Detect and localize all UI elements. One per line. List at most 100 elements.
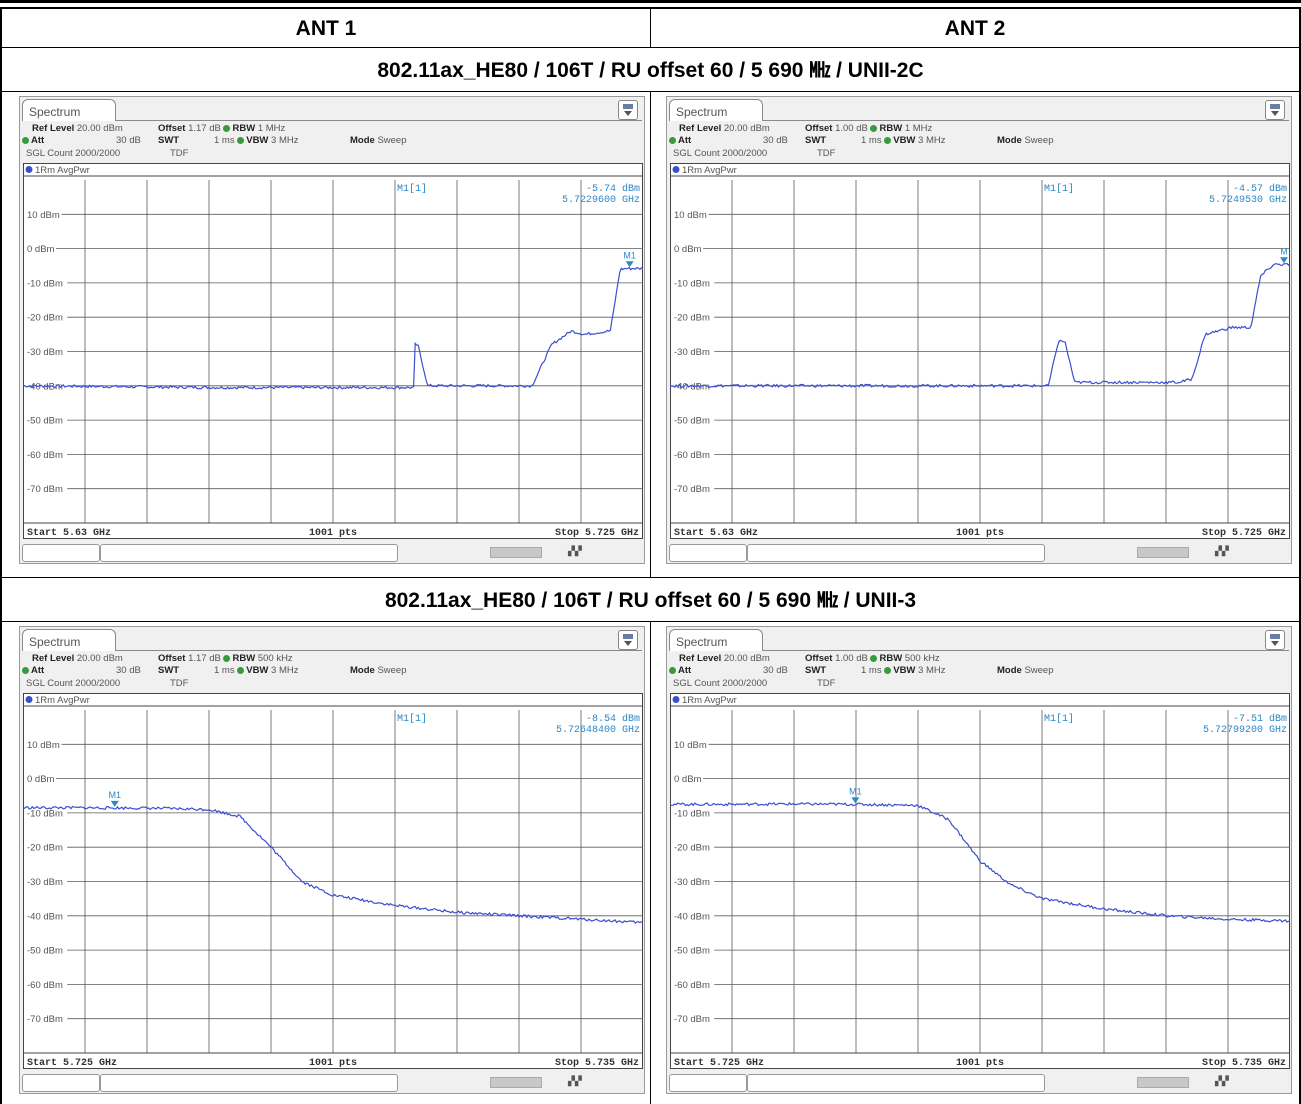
vbw-indicator-icon <box>884 666 892 674</box>
marker-readout-level: -5.74 dBm <box>586 183 640 195</box>
sgl-count: SGL Count 2000/2000 <box>26 148 121 159</box>
table-col-divider <box>650 621 651 1104</box>
table-row-divider <box>0 577 1301 578</box>
mode-label: Mode <box>350 135 375 146</box>
y-tick-label: 0 dBm <box>27 244 55 255</box>
offset-value: 1.17 dB <box>188 123 221 134</box>
rbw-value: 500 kHz <box>904 653 940 664</box>
att-label: Att <box>31 135 45 146</box>
progress-indicator <box>1137 1077 1189 1088</box>
spectrum-diagram: 10 dBm 0 dBm -10 dBm -20 dBm -30 dBm -40 dBm -… <box>670 693 1290 1069</box>
progress-indicator <box>490 1077 542 1088</box>
marker-label: M <box>1280 246 1288 256</box>
row-caption-unii-3: 802.11ax_HE80 / 106T / RU offset 60 / 5 … <box>384 589 917 612</box>
row-caption-unii-2c: 802.11ax_HE80 / 106T / RU offset 60 / 5 … <box>377 59 924 82</box>
instrument-status-icon: ▞▞ <box>1215 1076 1229 1086</box>
status-field <box>669 1074 747 1092</box>
y-tick-label: -30 dBm <box>27 877 63 888</box>
tab-underline <box>116 120 642 121</box>
ref-level-label: Ref Level <box>32 653 75 664</box>
sgl-count: SGL Count 2000/2000 <box>673 148 768 159</box>
trace-line <box>23 805 643 925</box>
dropdown-menu-icon[interactable] <box>1265 630 1285 650</box>
ref-level-label: Ref Level <box>32 123 75 134</box>
spectrum-panel: Spectrum Ref Level 20.00 dBm Offset 1.17… <box>19 626 645 1094</box>
dropdown-menu-icon[interactable] <box>1265 100 1285 120</box>
y-tick-label: -40 dBm <box>674 911 710 922</box>
marker-readout-frequency: 5.72799200 GHz <box>1203 725 1287 736</box>
att-indicator-icon <box>22 136 29 144</box>
vbw-value: 3 MHz <box>271 665 299 676</box>
spectrum-plot: 10 dBm 0 dBm -10 dBm -20 dBm -30 dBm -40 dBm -… <box>23 693 643 1069</box>
spectrum-tab[interactable]: Spectrum <box>22 99 116 121</box>
y-tick-label: -60 dBm <box>27 450 63 461</box>
y-tick-label: 0 dBm <box>674 244 702 255</box>
top-edge-fragment <box>0 0 1301 3</box>
mode-value: Sweep <box>377 665 407 676</box>
spectrum-tab[interactable]: Spectrum <box>669 629 763 651</box>
status-field <box>22 544 100 562</box>
marker-readout-name: M1[1] <box>397 713 427 725</box>
spectrum-panel: Spectrum Ref Level 20.00 dBm Offset 1.00… <box>666 96 1292 564</box>
att-label: Att <box>31 665 45 676</box>
att-value: 30 dB <box>763 135 788 146</box>
offset-value: 1.00 dB <box>835 123 868 134</box>
swt-value: 1 ms <box>861 135 882 146</box>
att-value: 30 dB <box>116 135 141 146</box>
marker-readout-level: -8.54 dBm <box>586 713 640 725</box>
stop-frequency: Stop 5.735 GHz <box>555 1058 639 1069</box>
trace-line <box>23 266 643 390</box>
table-col-divider <box>650 7 651 48</box>
marker-triangle[interactable] <box>1280 257 1288 264</box>
y-tick-label: -70 dBm <box>27 484 63 495</box>
att-indicator-icon <box>22 666 29 674</box>
y-tick-label: -30 dBm <box>27 347 63 358</box>
status-message-field <box>747 544 1045 562</box>
sgl-count: SGL Count 2000/2000 <box>673 678 768 689</box>
y-tick-label: -40 dBm <box>27 911 63 922</box>
vbw-label: VBW <box>246 135 269 146</box>
marker-readout-name: M1[1] <box>397 183 427 195</box>
instrument-status-icon: ▞▞ <box>568 546 582 556</box>
marker-triangle[interactable] <box>851 797 860 804</box>
y-tick-label: 10 dBm <box>674 210 707 221</box>
ref-level-value: 20.00 dBm <box>76 123 123 134</box>
offset-label: Offset <box>805 653 833 664</box>
vbw-value: 3 MHz <box>918 135 946 146</box>
tdf-label: TDF <box>170 678 189 689</box>
y-tick-label: -60 dBm <box>674 980 710 991</box>
marker-triangle[interactable] <box>625 261 634 268</box>
rbw-indicator-icon <box>223 124 231 132</box>
status-bar: ▞▞ <box>20 1071 644 1092</box>
vbw-indicator-icon <box>237 136 245 144</box>
marker-label: M1 <box>623 250 636 260</box>
dropdown-menu-icon[interactable] <box>618 630 638 650</box>
y-tick-label: 10 dBm <box>27 740 60 751</box>
sweep-points: 1001 pts <box>309 528 357 539</box>
spectrum-tab[interactable]: Spectrum <box>669 99 763 121</box>
att-indicator-icon <box>669 666 676 674</box>
status-bar: ▞▞ <box>20 541 644 562</box>
mode-label: Mode <box>997 135 1022 146</box>
y-tick-label: 10 dBm <box>27 210 60 221</box>
y-tick-label: 0 dBm <box>674 774 702 785</box>
att-value: 30 dB <box>763 665 788 676</box>
start-frequency: Start 5.725 GHz <box>674 1058 764 1069</box>
progress-indicator <box>490 547 542 558</box>
offset-label: Offset <box>158 123 186 134</box>
ref-level-label: Ref Level <box>679 653 722 664</box>
spectrum-plot: 10 dBm 0 dBm -10 dBm -20 dBm -30 dBm -40 dBm -… <box>23 163 643 539</box>
trace-line <box>670 262 1290 389</box>
marker-triangle[interactable] <box>110 800 119 807</box>
vbw-label: VBW <box>893 665 916 676</box>
spectrum-plot: 10 dBm 0 dBm -10 dBm -20 dBm -30 dBm -40 dBm -… <box>670 693 1290 1069</box>
dropdown-menu-icon[interactable] <box>618 100 638 120</box>
trace-indicator-icon <box>672 696 680 703</box>
ref-level-value: 20.00 dBm <box>723 653 770 664</box>
spectrum-diagram: 10 dBm 0 dBm -10 dBm -20 dBm -30 dBm -40 dBm -… <box>23 163 643 539</box>
rbw-label: RBW <box>232 123 256 134</box>
vbw-value: 3 MHz <box>271 135 299 146</box>
y-tick-label: -40 dBm <box>674 381 710 392</box>
att-indicator-icon <box>669 136 676 144</box>
spectrum-tab[interactable]: Spectrum <box>22 629 116 651</box>
